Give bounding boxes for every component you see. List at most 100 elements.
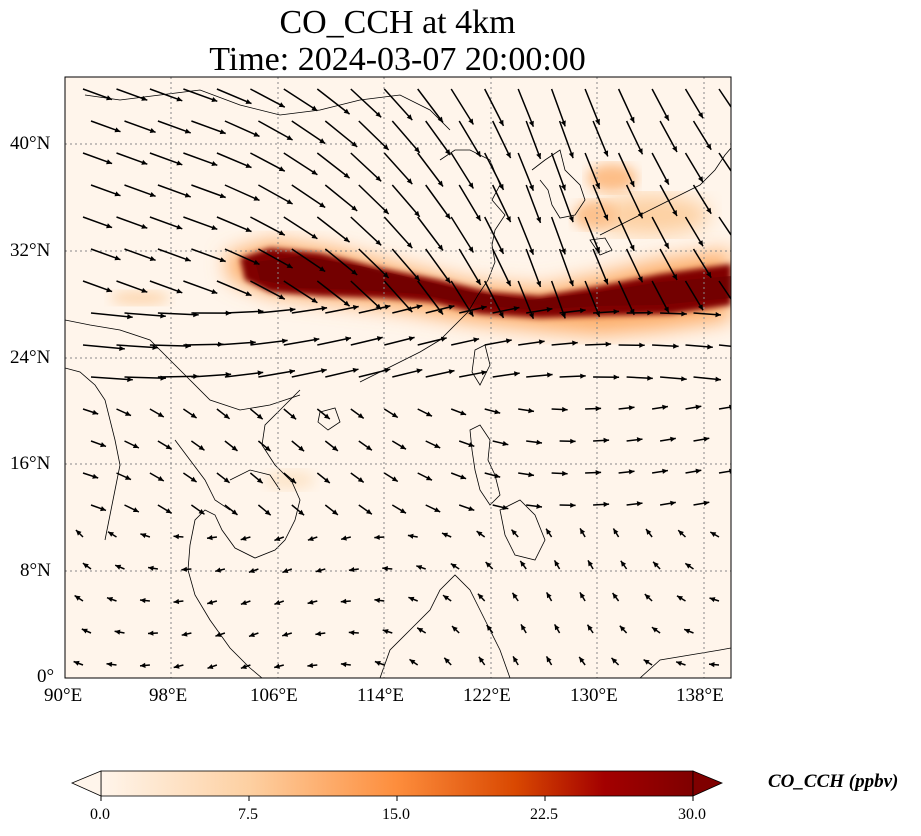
- wind-vector-head: [536, 439, 542, 445]
- plume-korea-strait: [573, 201, 617, 229]
- wind-vector-head: [184, 192, 191, 198]
- wind-vector-head: [672, 274, 677, 280]
- wind-vector-head: [613, 309, 620, 315]
- wind-vector-head: [119, 345, 125, 351]
- wind-vector-head: [568, 152, 574, 159]
- wind-vector-shaft: [124, 376, 166, 379]
- wind-vector-shaft: [258, 370, 296, 378]
- wind-vector-head: [629, 116, 635, 123]
- wind-vector-head: [198, 509, 205, 515]
- wind-vector-head: [460, 410, 467, 416]
- korea-peninsula: [531, 149, 586, 219]
- wind-vector-head: [307, 599, 314, 605]
- wind-vector-shaft: [517, 152, 535, 191]
- wind-vector-head: [114, 127, 121, 133]
- wind-vector-shaft: [484, 88, 505, 127]
- wind-vector-head: [568, 280, 574, 287]
- wind-vector-head: [560, 312, 566, 319]
- wind-vector-head: [528, 184, 534, 191]
- wind-vector-head: [426, 475, 432, 481]
- wind-vector-head: [538, 339, 545, 345]
- wind-vector-shaft: [425, 184, 451, 220]
- wind-vector-head: [332, 509, 338, 515]
- wind-vector-head: [256, 477, 263, 484]
- wind-vector-shaft: [718, 88, 731, 109]
- colorbar-gradient: [100, 770, 694, 797]
- wind-vector-head: [560, 248, 566, 255]
- wind-vector-head: [417, 627, 424, 633]
- wind-vector-shaft: [258, 308, 296, 314]
- wind-vector-head: [475, 214, 481, 221]
- map-title-line1: CO_CCH at 4km: [279, 4, 516, 41]
- wind-vector-head: [613, 374, 620, 380]
- wind-vector-shaft: [116, 280, 148, 293]
- wind-vectors: [73, 88, 748, 670]
- wind-vector-head: [384, 367, 391, 373]
- china-east-coast: [359, 149, 506, 383]
- wind-vector-head: [546, 307, 553, 313]
- wind-vector-shaft: [458, 248, 482, 286]
- wind-vector-head: [289, 369, 295, 375]
- wind-vector-shaft: [124, 184, 156, 198]
- wind-vector-shaft: [651, 216, 670, 249]
- wind-vector-head: [274, 600, 281, 605]
- wind-vector-head: [742, 345, 748, 350]
- wind-vector-head: [707, 344, 713, 350]
- wind-vector-head: [681, 376, 687, 382]
- japan-honshu: [599, 147, 731, 236]
- wind-vector-head: [114, 191, 121, 197]
- wind-vector-shaft: [617, 152, 635, 188]
- wind-vector-head: [511, 529, 517, 536]
- wind-vector-shaft: [90, 376, 133, 381]
- wind-vector-head: [184, 128, 191, 134]
- wind-vector-head: [307, 662, 313, 668]
- wind-vector-head: [215, 632, 222, 637]
- wind-vector-head: [307, 536, 314, 541]
- wind-vector-head: [332, 445, 338, 451]
- colorbar-tick-2: 15.0: [382, 806, 410, 823]
- wind-vector-shaft: [124, 248, 156, 262]
- wind-vector-head: [286, 263, 293, 268]
- wind-vector-head: [445, 213, 451, 219]
- wind-vector-head: [343, 236, 350, 243]
- wind-vector-head: [670, 436, 676, 442]
- wind-vector-head: [513, 306, 520, 312]
- wind-vector-head: [732, 110, 737, 116]
- wind-vector-head: [190, 476, 197, 482]
- wind-vector-shaft: [358, 305, 391, 314]
- wind-vector-head: [181, 566, 187, 572]
- lat-tick-32n: 32°N: [10, 240, 51, 261]
- wind-vector-head: [114, 255, 121, 261]
- wind-vector-head: [637, 148, 643, 155]
- wind-vector-head: [473, 337, 480, 343]
- wind-vector-head: [647, 375, 653, 381]
- wind-vector-head: [343, 300, 350, 307]
- mongolia-border: [84, 89, 451, 131]
- wind-vector-head: [223, 477, 230, 483]
- wind-vector-head: [475, 150, 481, 157]
- wind-vector-head: [703, 436, 710, 442]
- wind-vector-head: [521, 624, 526, 631]
- wind-vector-shaft: [291, 306, 328, 314]
- wind-vector-head: [663, 306, 669, 313]
- wind-vector-head: [141, 223, 148, 229]
- wind-vector-head: [311, 233, 318, 239]
- wind-vector-head: [141, 159, 148, 165]
- wind-vector-shaft: [417, 280, 444, 315]
- wind-vector-head: [486, 625, 492, 631]
- wind-vector-shaft: [216, 341, 256, 346]
- wind-vector-head: [494, 409, 501, 415]
- wind-vector-head: [115, 564, 122, 570]
- wind-vector-head: [148, 630, 154, 636]
- wind-vector-shaft: [283, 280, 318, 304]
- wind-vector-head: [416, 304, 423, 310]
- wind-vector-head: [445, 149, 451, 155]
- wind-vector-head: [639, 342, 645, 348]
- lat-tick-24n: 24°N: [10, 347, 51, 368]
- wind-vector-head: [695, 468, 702, 474]
- wind-vector-head: [460, 474, 467, 480]
- wind-vector-head: [579, 592, 585, 599]
- wind-vector-shaft: [291, 368, 327, 378]
- wind-vector-shaft: [149, 216, 183, 230]
- wind-vector-head: [646, 529, 652, 535]
